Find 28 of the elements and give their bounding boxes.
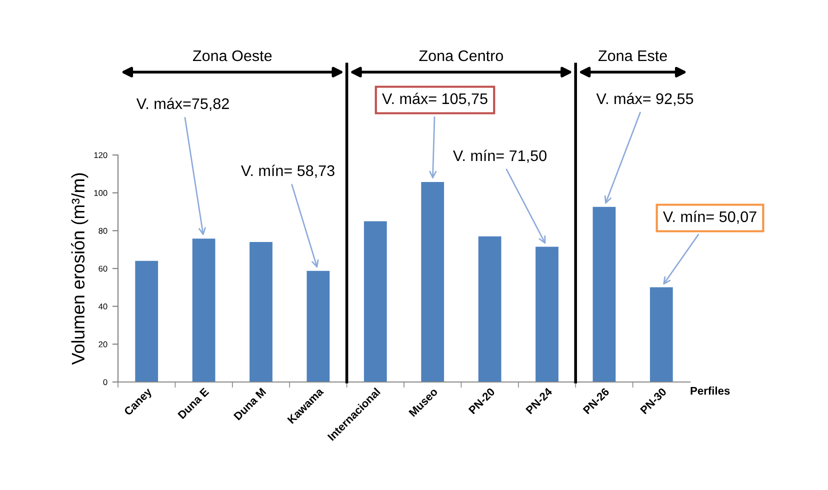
bar (592, 206, 616, 382)
bar (478, 236, 502, 382)
bar (192, 238, 216, 382)
y-tick-label: 40 (98, 304, 108, 310)
bar (306, 270, 330, 382)
annotation: V. máx= 92,55 (596, 92, 694, 106)
bar (135, 260, 158, 382)
y-tick-label: 20 (98, 341, 108, 348)
bar (250, 242, 272, 382)
annotation: V. máx= 105,75 (382, 92, 488, 106)
y-tick-label: 120 (94, 152, 108, 158)
y-tick-label: 100 (94, 190, 108, 196)
bar (421, 182, 444, 382)
bar (536, 246, 558, 382)
annotation: V. mín= 58,73 (240, 164, 334, 178)
annotation: V. máx=75,82 (136, 98, 229, 111)
y-tick-label: 60 (98, 266, 108, 272)
text: Zona Oeste (192, 50, 272, 62)
bar (364, 221, 387, 382)
y-axis-title: Volumen erosión (m³/m) (71, 173, 88, 365)
y-tick-label: 0 (103, 379, 108, 386)
y-tick-label: 80 (98, 228, 108, 234)
annotation: V. mín= 71,50 (452, 150, 546, 163)
text: Zona Este (598, 50, 667, 62)
x-axis-title: Perfiles (690, 386, 730, 395)
bar (650, 287, 673, 382)
annotation: V. mín= 50,07 (662, 210, 756, 224)
text: Zona Centro (419, 50, 504, 62)
